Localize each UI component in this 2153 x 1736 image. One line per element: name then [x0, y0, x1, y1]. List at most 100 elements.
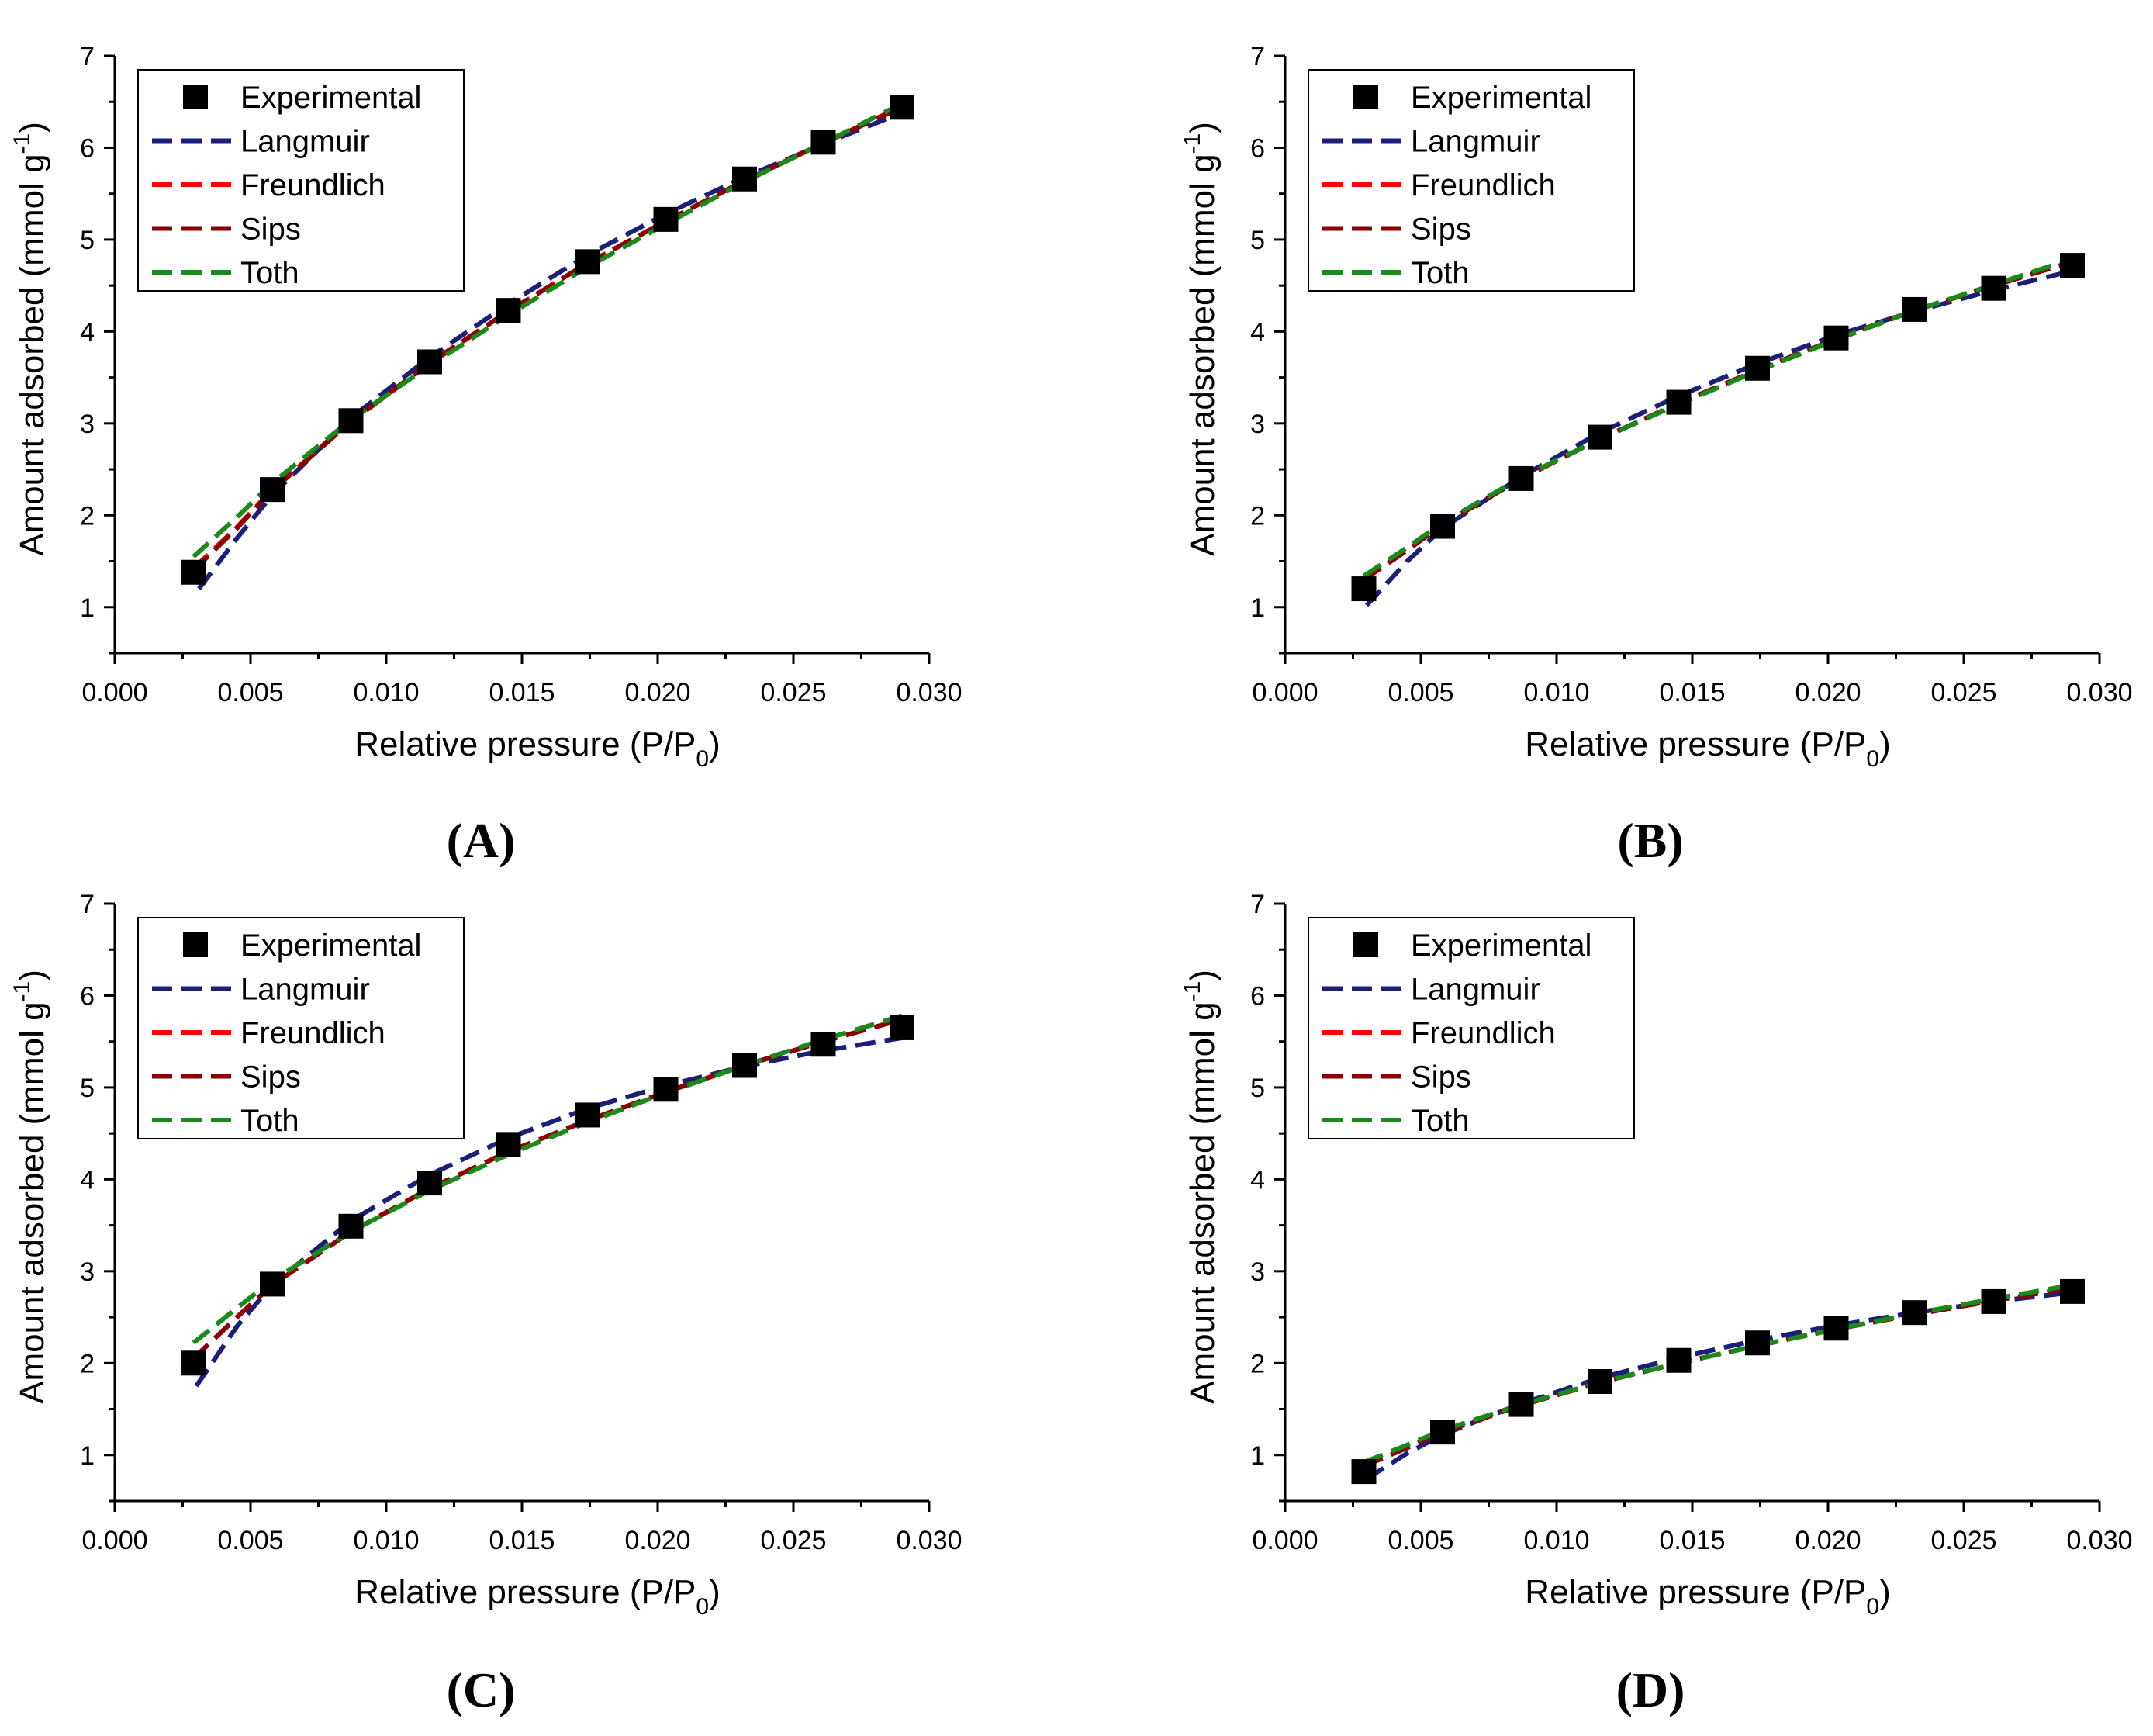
experimental-point [417, 349, 442, 375]
experimental-point [417, 1171, 442, 1196]
legend-label-langmuir: Langmuir [1411, 125, 1540, 159]
experimental-point [260, 1271, 285, 1297]
y-tick-label: 5 [80, 226, 95, 255]
legend: Experimental Langmuir Freundlich Sips Toth [137, 69, 465, 292]
legend-label-sips: Sips [240, 213, 301, 247]
experimental-point [1981, 275, 2006, 301]
y-tick-label: 7 [1250, 42, 1265, 71]
legend-label-toth: Toth [240, 1104, 299, 1138]
y-tick-label: 6 [1250, 981, 1265, 1011]
x-tick-label: 0.010 [1523, 1526, 1589, 1555]
x-tick-label: 0.005 [217, 678, 283, 707]
x-tick-label: 0.020 [1795, 678, 1861, 707]
legend-marker-experimental [183, 932, 208, 957]
y-tick-label: 2 [1250, 501, 1265, 531]
experimental-point [810, 130, 836, 155]
experimental-point [1351, 576, 1377, 602]
legend-label-freundlich: Freundlich [240, 168, 385, 202]
panel-c-label: (C) [447, 1662, 516, 1717]
series-line-freundlich [1362, 259, 2073, 582]
x-tick-label: 0.025 [760, 678, 826, 707]
series-line-sips [1362, 259, 2073, 582]
y-tick-label: 4 [80, 317, 95, 347]
x-tick-label: 0.010 [353, 1526, 419, 1555]
x-tick-label: 0.015 [489, 678, 555, 707]
x-tick-label: 0.000 [1252, 678, 1318, 707]
experimental-point [1588, 424, 1612, 450]
x-tick-label: 0.015 [489, 1526, 555, 1555]
legend-label-langmuir: Langmuir [1411, 973, 1540, 1007]
panel-b-label: (B) [1617, 813, 1683, 868]
y-tick-label: 1 [1250, 1441, 1265, 1471]
experimental-point [260, 477, 285, 503]
x-tick-label: 0.000 [1252, 1526, 1318, 1555]
experimental-point [890, 1015, 914, 1040]
experimental-point [732, 1053, 757, 1078]
legend-label-freundlich: Freundlich [1411, 168, 1556, 202]
experimental-point [181, 559, 206, 585]
experimental-point [2060, 1278, 2085, 1304]
legend-label-experimental: Experimental [240, 81, 421, 115]
legend-marker-experimental [1353, 85, 1378, 109]
x-axis-title: Relative pressure (P/P0) [1525, 725, 1891, 772]
legend-marker-experimental [183, 85, 208, 109]
y-tick-label: 6 [1250, 133, 1265, 163]
x-tick-label: 0.030 [2066, 678, 2132, 707]
y-tick-label: 6 [80, 981, 95, 1011]
panel-a-chart: 0.000 0.005 0.010 0.015 0.020 0.025 0.030 1 2 3 4 5… [9, 42, 962, 868]
series-line-sips [1363, 1285, 2073, 1468]
y-tick-label: 5 [1250, 226, 1265, 255]
x-tick-label: 0.030 [896, 678, 962, 707]
y-tick-label: 7 [1250, 890, 1265, 919]
series-line-freundlich [1363, 1285, 2073, 1468]
experimental-point [653, 1077, 679, 1102]
y-tick-label: 5 [1250, 1074, 1265, 1103]
x-axis-title: Relative pressure (P/P0) [354, 1573, 721, 1620]
y-tick-label: 6 [80, 133, 95, 163]
experimental-point [181, 1350, 206, 1376]
x-tick-label: 0.000 [81, 678, 147, 707]
y-tick-label: 4 [80, 1165, 95, 1195]
legend: Experimental Langmuir Freundlich Sips Toth [137, 917, 465, 1139]
experimental-point [1902, 296, 1927, 322]
series-line-toth [1363, 1282, 2073, 1465]
experimental-point [338, 408, 364, 434]
x-tick-label: 0.020 [1795, 1526, 1861, 1555]
legend-label-experimental: Experimental [240, 929, 421, 963]
x-tick-label: 0.005 [1388, 1526, 1453, 1555]
x-tick-label: 0.030 [896, 1526, 962, 1555]
x-tick-label: 0.020 [624, 678, 690, 707]
experimental-point [1823, 1316, 1849, 1341]
y-tick-label: 1 [80, 1441, 95, 1471]
series-line-langmuir [1365, 1290, 2073, 1482]
plot-area [1362, 256, 2073, 607]
experimental-point [1666, 1347, 1692, 1373]
experimental-point [1902, 1300, 1927, 1326]
y-tick-label: 7 [80, 42, 95, 71]
legend: Experimental Langmuir Freundlich Sips Toth [1308, 917, 1635, 1139]
y-tick-label: 5 [80, 1074, 95, 1103]
legend-label-langmuir: Langmuir [240, 125, 370, 159]
experimental-point [1745, 1330, 1770, 1356]
legend-label-sips: Sips [1411, 1060, 1471, 1095]
series-line-sips [192, 105, 904, 572]
legend-label-toth: Toth [1411, 256, 1470, 290]
x-tick-label: 0.025 [1930, 1526, 1996, 1555]
legend-label-toth: Toth [1411, 1104, 1470, 1138]
x-axis-title: Relative pressure (P/P0) [1525, 1573, 1891, 1620]
legend-label-langmuir: Langmuir [240, 973, 370, 1007]
x-axis-title: Relative pressure (P/P0) [354, 725, 721, 772]
legend-label-toth: Toth [240, 256, 299, 290]
legend-marker-experimental [1353, 932, 1378, 957]
legend-label-freundlich: Freundlich [240, 1016, 385, 1050]
y-tick-label: 3 [80, 410, 95, 439]
experimental-point [1508, 1392, 1534, 1417]
experimental-point [575, 1102, 600, 1128]
y-tick-label: 2 [80, 501, 95, 531]
y-tick-label: 2 [1250, 1349, 1265, 1378]
experimental-point [1981, 1288, 2006, 1314]
experimental-point [1351, 1459, 1377, 1485]
y-tick-label: 7 [80, 890, 95, 919]
experimental-point [1666, 389, 1692, 415]
